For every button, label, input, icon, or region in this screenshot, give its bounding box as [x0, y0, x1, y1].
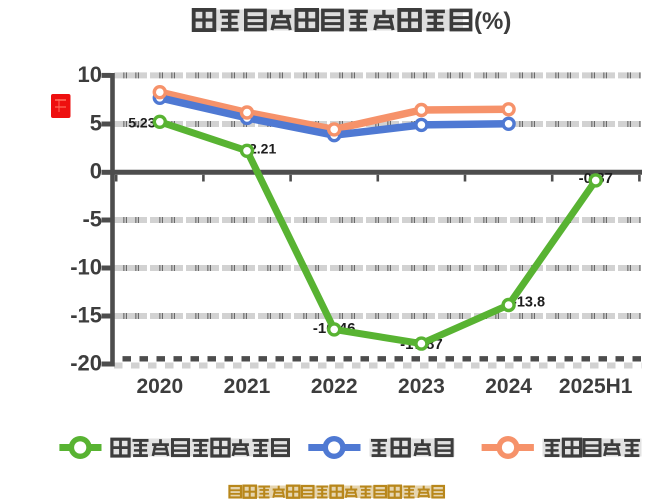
svg-text:5: 5	[90, 110, 102, 135]
svg-text:0: 0	[90, 159, 102, 184]
svg-text:(%): (%)	[474, 8, 511, 35]
svg-text:-13.8: -13.8	[512, 295, 545, 311]
svg-text:-20: -20	[70, 350, 102, 375]
svg-text:2021: 2021	[224, 375, 271, 398]
svg-text:-10: -10	[70, 254, 102, 279]
svg-text:2.21: 2.21	[249, 141, 276, 157]
svg-text:2022: 2022	[311, 375, 358, 398]
svg-text:-5: -5	[82, 206, 102, 231]
svg-text:2023: 2023	[398, 375, 445, 398]
svg-text:2025H1: 2025H1	[559, 375, 633, 398]
svg-text:2024: 2024	[485, 375, 532, 398]
svg-text:5.23: 5.23	[128, 115, 155, 131]
svg-text:2020: 2020	[136, 375, 183, 398]
svg-text:10: 10	[78, 62, 102, 87]
svg-text:-15: -15	[70, 302, 102, 327]
